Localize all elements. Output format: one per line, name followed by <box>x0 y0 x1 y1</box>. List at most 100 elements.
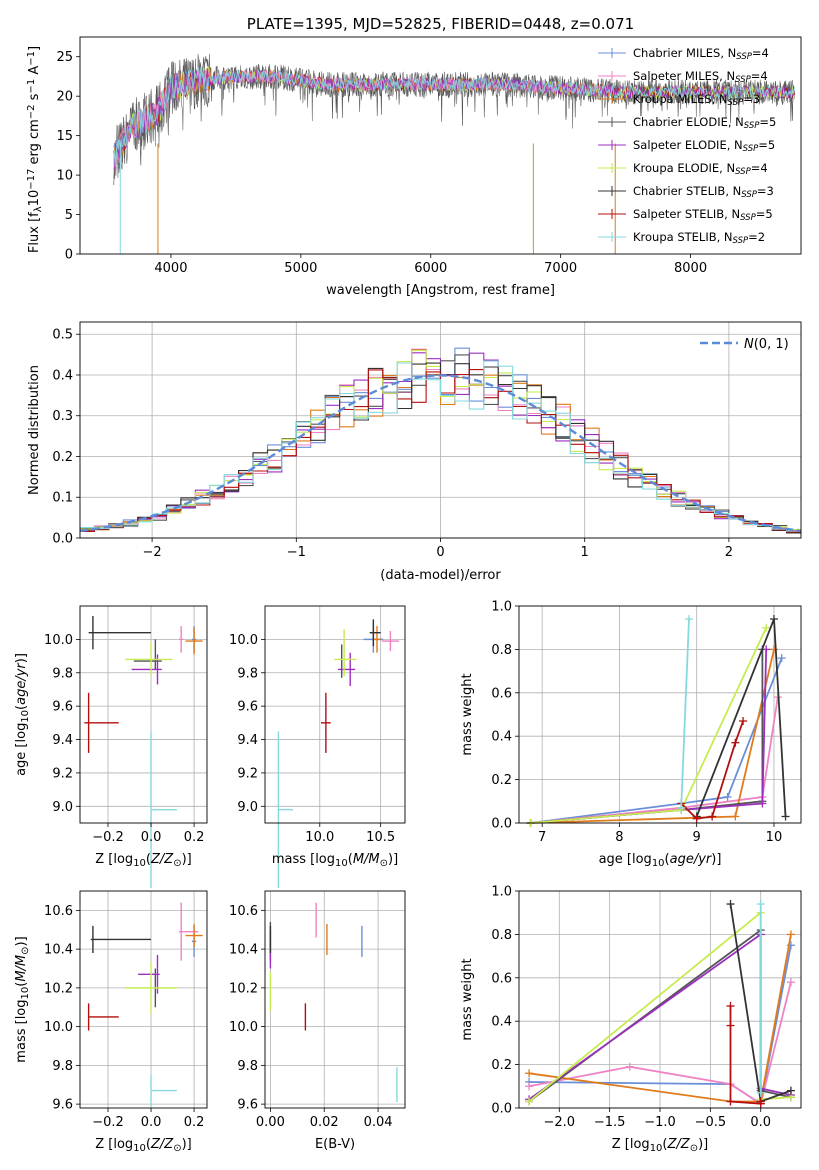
y-tick-label: 9.4 <box>52 733 73 748</box>
y-tick-label: 0.1 <box>52 491 73 506</box>
x-axis-label: Z [log10(Z/Z⊙)] <box>612 1137 709 1154</box>
y-tick-label: 10 <box>56 169 73 184</box>
weight-line <box>528 934 792 1103</box>
x-tick-label: −0.5 <box>695 1115 727 1130</box>
x-tick-label: 0.04 <box>364 1115 393 1130</box>
y-tick-label: 10.2 <box>44 981 73 996</box>
x-tick-label: 1 <box>581 545 589 560</box>
x-tick-label: 0.2 <box>184 1115 205 1130</box>
legend-label: Salpeter STELIB, NSSP=5 <box>633 207 773 223</box>
y-tick-label: 0.0 <box>491 1102 512 1117</box>
histogram-step <box>80 362 801 534</box>
y-axis-label: Flux [fλ10−17 erg cm−2 s−1 A−1] <box>26 46 44 253</box>
legend-label: Chabrier MILES, NSSP=4 <box>633 46 769 62</box>
y-axis-label: mass weight <box>460 673 475 755</box>
y-axis-label: mass [log10(M/M⊙)] <box>14 936 31 1062</box>
y-tick-label: 9.6 <box>237 700 258 715</box>
y-tick-label: 0.3 <box>52 409 73 424</box>
y-tick-label: 0.6 <box>491 686 512 701</box>
x-tick-label: −1.5 <box>594 1115 626 1130</box>
y-tick-label: 0.2 <box>52 450 73 465</box>
weight-line <box>530 627 768 824</box>
legend-label: Chabrier STELIB, NSSP=3 <box>633 184 774 200</box>
x-tick-label: −1.0 <box>644 1115 676 1130</box>
x-tick-label: 10 <box>766 830 783 845</box>
legend-label: Salpeter ELODIE, NSSP=5 <box>633 138 775 154</box>
y-tick-label: 0.8 <box>491 928 512 943</box>
y-tick-label: 10.4 <box>229 943 258 958</box>
normal-curve <box>79 374 802 533</box>
panel-1: PLATE=1395, MJD=52825, FIBERID=0448, z=0… <box>26 15 802 298</box>
chart-title: PLATE=1395, MJD=52825, FIBERID=0448, z=0… <box>247 15 634 33</box>
y-tick-label: 20 <box>56 90 73 105</box>
legend-label: N(0, 1) <box>744 337 789 352</box>
y-tick-label: 9.6 <box>52 1098 73 1113</box>
x-axis-label: (data-model)/error <box>380 568 501 583</box>
y-tick-label: 9.8 <box>237 1059 258 1074</box>
legend: Chabrier MILES, NSSP=4 Salpeter MILES, NS… <box>598 46 776 246</box>
y-tick-label: 0 <box>65 248 73 263</box>
legend-label: Salpeter MILES, NSSP=4 <box>633 69 768 85</box>
x-tick-label: 0.0 <box>141 1115 162 1130</box>
y-tick-label: 10.0 <box>44 1020 73 1035</box>
x-axis-label: Z [log10(Z/Z⊙)] <box>95 852 192 869</box>
y-tick-label: 0.8 <box>491 643 512 658</box>
y-tick-label: 1.0 <box>491 600 512 615</box>
x-tick-label: 6000 <box>414 261 447 276</box>
panel-7: 0.00 0.02 0.04 9.6 9.8 10.0 10.2 10.4 10.6 E(B-V) <box>229 890 406 1152</box>
x-tick-label: 9 <box>693 830 701 845</box>
y-tick-label: 10.0 <box>229 633 258 648</box>
y-axis-label: age [log10(age/yr)] <box>14 653 31 776</box>
panel-6: −0.2 0.0 0.2 9.6 9.8 10.0 10.2 10.4 10.6 Z [log10… <box>14 890 208 1154</box>
x-tick-label: −1 <box>287 545 306 560</box>
x-tick-label: 10.5 <box>366 830 395 845</box>
y-tick-label: 10.0 <box>229 1020 258 1035</box>
x-tick-label: 0.02 <box>310 1115 339 1130</box>
weight-line <box>680 618 690 808</box>
y-tick-label: 0.0 <box>52 532 73 547</box>
legend-label: Chabrier ELODIE, NSSP=5 <box>633 115 776 131</box>
y-tick-label: 0.5 <box>52 328 73 343</box>
axes-frame <box>518 605 802 824</box>
y-tick-label: 0.4 <box>52 368 73 383</box>
histogram-step <box>80 360 801 532</box>
panel-5: 7 8 9 10 0.0 0.2 0.4 0.6 0.8 1.0 age [log10(age/yr… <box>460 600 802 869</box>
y-tick-label: 9.8 <box>52 666 73 681</box>
panel-2: −2 −1 0 1 2 0.0 0.1 0.2 0.3 0.4 0.5 (data-model)/er… <box>27 321 802 583</box>
panel-4: 10.0 10.5 9.0 9.2 9.4 9.6 9.8 10.0 mass [log10(M… <box>229 605 406 889</box>
y-tick-label: 0.2 <box>491 773 512 788</box>
y-tick-label: 15 <box>56 129 73 144</box>
y-tick-label: 0.4 <box>491 1015 512 1030</box>
y-tick-label: 10.6 <box>44 904 73 919</box>
x-tick-label: 0.0 <box>750 1115 771 1130</box>
panel-8: −2.0 −1.5 −1.0 −0.5 0.0 0.0 0.2 0.4 0.6 0.8 1.0 Z [… <box>460 885 802 1154</box>
y-tick-label: 9.0 <box>52 800 73 815</box>
y-tick-label: 10.0 <box>44 633 73 648</box>
y-tick-label: 9.0 <box>237 800 258 815</box>
y-tick-label: 10.4 <box>44 943 73 958</box>
x-tick-label: 10.0 <box>305 830 334 845</box>
x-tick-label: 0.0 <box>141 830 162 845</box>
x-axis-label: mass [log10(M/M⊙)] <box>272 852 398 869</box>
x-tick-label: −2.0 <box>543 1115 575 1130</box>
x-tick-label: 2 <box>725 545 733 560</box>
y-tick-label: 9.8 <box>52 1059 73 1074</box>
y-tick-label: 0.6 <box>491 971 512 986</box>
y-tick-label: 25 <box>56 50 73 65</box>
weight-line <box>729 1006 762 1105</box>
y-tick-label: 9.2 <box>52 766 73 781</box>
axes-frame <box>264 890 406 1109</box>
y-tick-label: 9.4 <box>237 733 258 748</box>
y-tick-label: 1.0 <box>491 885 512 900</box>
panel-3: −0.2 0.0 0.2 9.0 9.2 9.4 9.6 9.8 10.0 Z [log10(Z/… <box>14 605 208 889</box>
x-tick-label: −0.2 <box>92 1115 124 1130</box>
x-tick-label: 7 <box>538 830 546 845</box>
y-tick-label: 5 <box>65 208 73 223</box>
y-tick-label: 9.6 <box>237 1098 258 1113</box>
y-axis-label: mass weight <box>460 958 475 1040</box>
x-tick-label: 4000 <box>154 261 187 276</box>
y-tick-label: 9.6 <box>52 700 73 715</box>
legend-label: Kroupa ELODIE, NSSP=4 <box>633 161 768 177</box>
y-axis-label: Normed distribution <box>27 365 42 495</box>
